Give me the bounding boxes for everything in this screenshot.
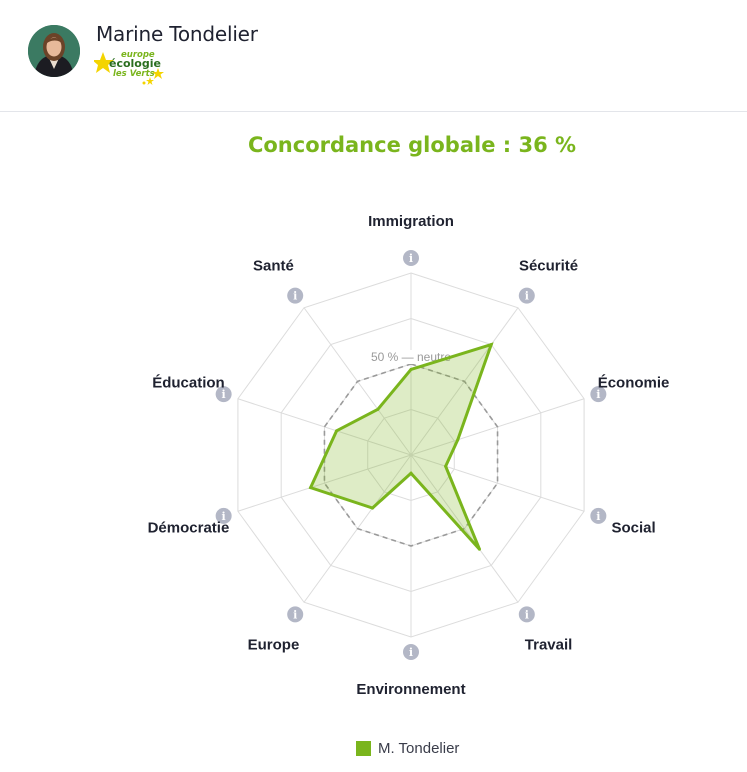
series-point bbox=[409, 367, 413, 371]
axis-label: Économie bbox=[598, 375, 670, 392]
legend-swatch bbox=[356, 740, 371, 756]
reference-label-bg bbox=[367, 350, 455, 364]
info-icon-glyph: i bbox=[596, 510, 600, 523]
grid-spoke bbox=[410, 454, 519, 603]
grid-spoke bbox=[410, 454, 585, 512]
party-logo: europe écologie les Verts bbox=[92, 48, 166, 86]
candidate-name: Marine Tondelier bbox=[96, 22, 258, 46]
series-point bbox=[335, 429, 339, 433]
candidate-avatar bbox=[28, 25, 80, 77]
axis-label: Travail bbox=[525, 636, 573, 653]
series-point bbox=[409, 471, 413, 475]
info-icon[interactable] bbox=[287, 606, 304, 623]
info-icon-glyph: i bbox=[409, 252, 413, 265]
axis-label: Santé bbox=[253, 258, 294, 275]
axis-label: Social bbox=[611, 519, 655, 536]
axis-label: Europe bbox=[248, 636, 300, 653]
info-icon[interactable] bbox=[215, 507, 232, 524]
series-area bbox=[308, 342, 494, 551]
info-icon-glyph: i bbox=[222, 388, 226, 401]
info-icon-glyph: i bbox=[222, 510, 226, 523]
logo-text-les-verts: les Verts bbox=[113, 69, 155, 79]
info-icon[interactable] bbox=[590, 386, 607, 403]
axis-label: Sécurité bbox=[519, 258, 578, 275]
info-icon[interactable] bbox=[403, 644, 419, 660]
info-icon-glyph: i bbox=[596, 388, 600, 401]
series-point bbox=[489, 343, 493, 347]
info-icon[interactable] bbox=[215, 386, 232, 403]
chart-title: Concordance globale : 36 % bbox=[247, 133, 577, 157]
reference-label: 50 % — neutre bbox=[371, 350, 451, 364]
series-point bbox=[370, 506, 374, 510]
chart-legend[interactable]: M. Tondelier bbox=[356, 738, 459, 758]
axis-label: Environnement bbox=[356, 681, 465, 698]
info-icon-glyph: i bbox=[525, 290, 529, 303]
legend-label: M. Tondelier bbox=[378, 739, 460, 757]
info-icon[interactable] bbox=[287, 287, 304, 304]
series-point bbox=[477, 547, 481, 551]
card-header: Marine Tondelier europe écologie les Ver… bbox=[0, 0, 747, 112]
series-point bbox=[444, 464, 448, 468]
info-icon-glyph: i bbox=[293, 608, 297, 621]
info-icon[interactable] bbox=[590, 507, 607, 524]
info-icon-glyph: i bbox=[293, 290, 297, 303]
info-icon[interactable] bbox=[518, 287, 535, 304]
info-icon[interactable] bbox=[403, 250, 419, 266]
axis-label: Démocratie bbox=[148, 519, 230, 536]
info-icon-glyph: i bbox=[525, 608, 529, 621]
reference-ring bbox=[323, 363, 499, 547]
series-point bbox=[309, 486, 313, 490]
series-point bbox=[456, 438, 460, 442]
info-icon[interactable] bbox=[518, 606, 535, 623]
axis-label: Éducation bbox=[152, 375, 225, 392]
logo-text-europe: europe bbox=[121, 50, 155, 60]
series-point bbox=[376, 407, 380, 411]
grid-spoke bbox=[237, 398, 412, 456]
logo-text-ecologie: écologie bbox=[109, 57, 161, 70]
axis-label: Immigration bbox=[368, 213, 454, 230]
info-icon-glyph: i bbox=[409, 646, 413, 659]
grid-spoke bbox=[237, 454, 412, 512]
